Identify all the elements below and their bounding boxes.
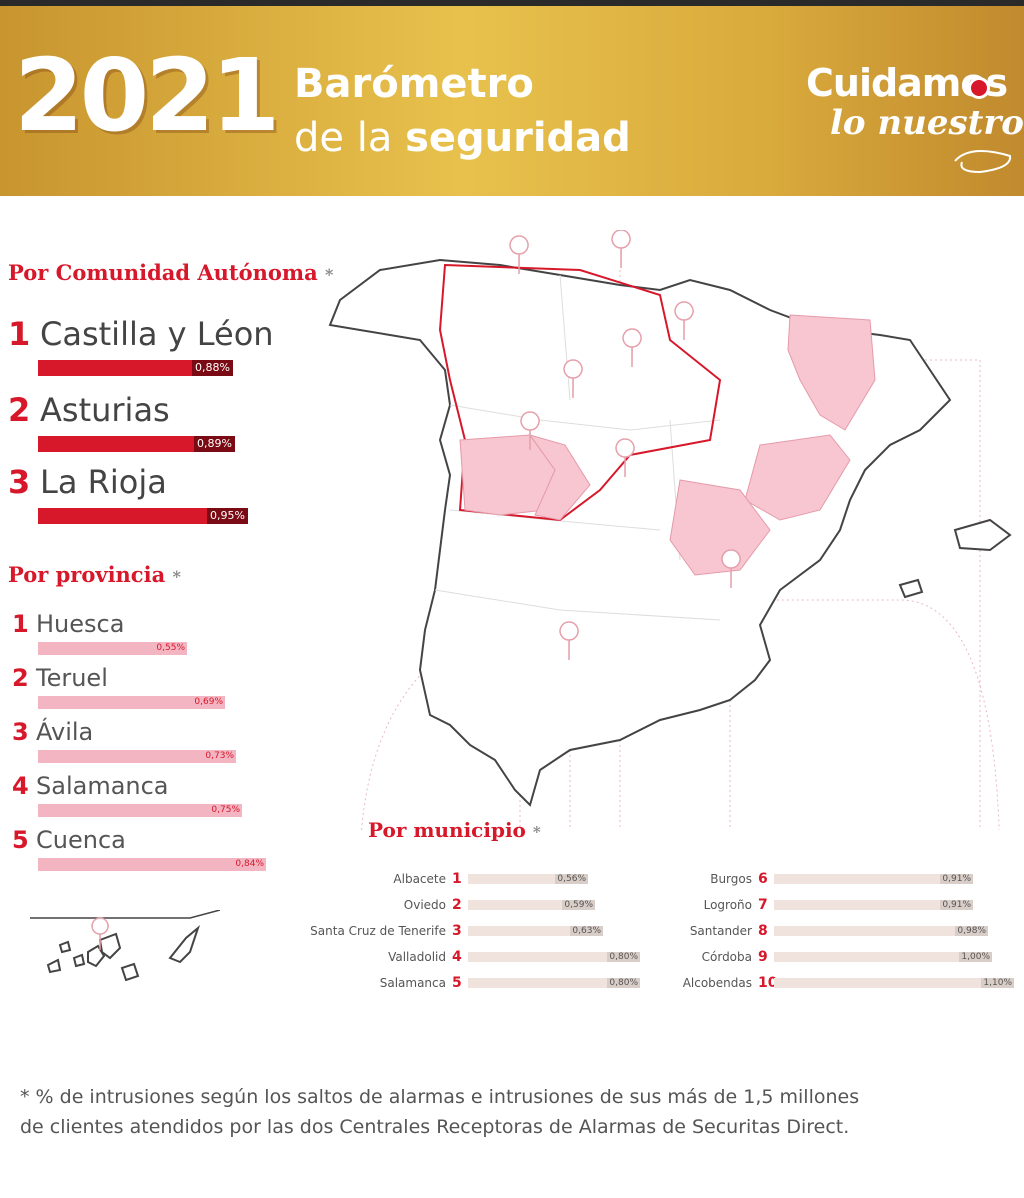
- provincia-value: 0,84%: [235, 859, 264, 869]
- comunidad-value: 0,95%: [207, 508, 248, 524]
- footnote-line1: * % de intrusiones según los saltos de a…: [20, 1086, 860, 1108]
- municipio-rank: 10: [758, 975, 778, 991]
- provincia-bar: 0,73%: [38, 750, 236, 763]
- municipio-value: 0,80%: [607, 952, 640, 962]
- provincia-rank: 5: [12, 826, 29, 854]
- municipio-rank: 6: [758, 871, 768, 887]
- provincia-value: 0,73%: [205, 751, 234, 761]
- municipio-rank: 2: [452, 897, 462, 913]
- provincia-value: 0,55%: [156, 643, 185, 653]
- municipio-bar: 0,56%: [468, 874, 588, 884]
- municipio-name: Salamanca: [379, 976, 446, 990]
- municipio-rank: 9: [758, 949, 768, 965]
- provincia-bar: 0,55%: [38, 642, 187, 655]
- municipio-name: Valladolid: [388, 950, 446, 964]
- provincia-rank: 2: [12, 664, 29, 692]
- provincia-bar: 0,75%: [38, 804, 242, 817]
- provincia-name: Teruel: [36, 664, 108, 692]
- municipio-value: 0,56%: [555, 874, 588, 884]
- footnote-line2: de clientes atendidos por las dos Centra…: [20, 1116, 850, 1138]
- comunidad-bar: 0,89%: [38, 436, 235, 452]
- provincia-rank: 3: [12, 718, 29, 746]
- municipio-value: 0,98%: [955, 926, 988, 936]
- municipio-name: Albacete: [393, 872, 446, 886]
- municipio-bar: 1,00%: [774, 952, 992, 962]
- municipio-bar: 0,91%: [774, 874, 973, 884]
- section-title-provincia: Por provincia *: [8, 562, 181, 587]
- municipio-value: 1,10%: [981, 978, 1014, 988]
- municipio-name: Logroño: [703, 898, 752, 912]
- header-year: 2021: [14, 37, 280, 154]
- ring-icon: [968, 77, 990, 99]
- brand-line2: lo nuestro: [830, 103, 1024, 143]
- municipio-rank: 8: [758, 923, 768, 939]
- provincia-bar: 0,84%: [38, 858, 266, 871]
- comunidad-value: 0,88%: [192, 360, 233, 376]
- municipio-name: Santander: [689, 924, 752, 938]
- provincia-name: Ávila: [36, 718, 94, 746]
- municipio-name: Santa Cruz de Tenerife: [310, 924, 446, 938]
- municipio-bar: 0,59%: [468, 900, 595, 910]
- province-huesca: [787, 314, 876, 431]
- municipio-value: 0,91%: [940, 900, 973, 910]
- municipio-rank: 1: [452, 871, 462, 887]
- header-banner: 2021 Barómetro de la seguridad Cuidamos …: [0, 6, 1024, 196]
- section-title-comunidad: Por Comunidad Autónoma *: [8, 260, 334, 285]
- comunidad-name: Asturias: [40, 391, 170, 429]
- comunidad-name: La Rioja: [40, 463, 167, 501]
- top-border: [0, 0, 1024, 6]
- municipio-value: 0,91%: [940, 874, 973, 884]
- municipio-value: 0,63%: [570, 926, 603, 936]
- municipio-bar: 0,80%: [468, 978, 640, 988]
- municipio-value: 1,00%: [959, 952, 992, 962]
- canary-islands-inset: [30, 910, 221, 982]
- provincia-rank: 4: [12, 772, 29, 800]
- municipio-bar: 1,10%: [774, 978, 1014, 988]
- header-title-prefix: de la: [294, 115, 393, 161]
- section-title-municipio: Por municipio *: [368, 818, 541, 842]
- provincia-value: 0,69%: [194, 697, 223, 707]
- municipio-bar: 0,80%: [468, 952, 640, 962]
- municipio-bar: 0,98%: [774, 926, 988, 936]
- footnote: * % de intrusiones según los saltos de a…: [20, 1082, 1010, 1142]
- municipio-value: 0,80%: [607, 978, 640, 988]
- provincia-bar: 0,69%: [38, 696, 225, 709]
- municipio-value: 0,59%: [562, 900, 595, 910]
- municipio-bar: 0,91%: [774, 900, 973, 910]
- province-avila: [528, 434, 591, 521]
- peninsula-outline: [328, 258, 952, 807]
- comunidad-bar: 0,88%: [38, 360, 233, 376]
- municipio-bar: 0,63%: [468, 926, 603, 936]
- map-pin-icon: [91, 917, 109, 951]
- comunidad-rank: 3: [8, 463, 31, 501]
- provincia-rank: 1: [12, 610, 29, 638]
- province-cuenca: [669, 479, 771, 576]
- map-pin-icon: [509, 230, 741, 661]
- comunidad-value: 0,89%: [194, 436, 235, 452]
- balearic-islands: [953, 518, 1012, 552]
- header-title-bold: seguridad: [405, 115, 631, 161]
- comunidad-name: Castilla y Léon: [40, 315, 274, 353]
- municipio-name: Oviedo: [403, 898, 446, 912]
- provincia-name: Huesca: [36, 610, 125, 638]
- municipio-name: Burgos: [710, 872, 752, 886]
- provincia-name: Cuenca: [36, 826, 126, 854]
- brand-swoosh-icon: [954, 150, 1012, 174]
- spain-map: [328, 230, 1012, 830]
- header-title-line1: Barómetro: [294, 61, 534, 107]
- municipio-rank: 5: [452, 975, 462, 991]
- comunidad-rank: 2: [8, 391, 31, 429]
- header-title-line2: de la seguridad: [294, 118, 631, 158]
- provincia-name: Salamanca: [36, 772, 169, 800]
- comunidad-rank: 1: [8, 315, 31, 353]
- municipio-rank: 3: [452, 923, 462, 939]
- region-castilla-leon: [438, 263, 722, 522]
- municipio-name: Córdoba: [701, 950, 752, 964]
- comunidad-bar: 0,95%: [38, 508, 248, 524]
- municipio-rank: 7: [758, 897, 768, 913]
- municipio-name: Alcobendas: [682, 976, 752, 990]
- municipio-rank: 4: [452, 949, 462, 965]
- provincia-value: 0,75%: [211, 805, 240, 815]
